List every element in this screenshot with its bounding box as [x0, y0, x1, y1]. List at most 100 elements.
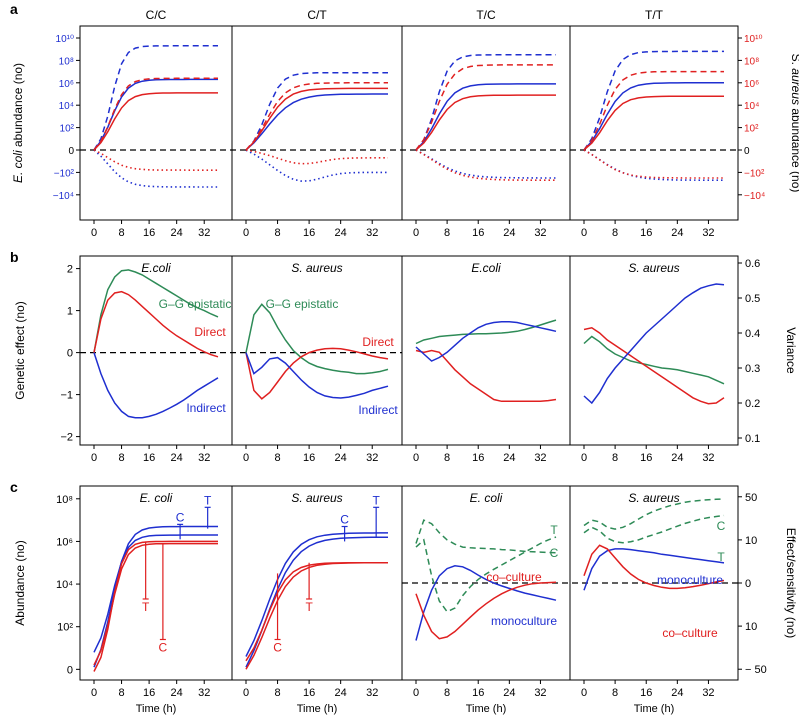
- x-tick-label: 16: [303, 687, 315, 699]
- series-line: [583, 70, 724, 151]
- y-tick-label-right: 10⁸: [744, 56, 759, 67]
- x-tick-label: 0: [243, 452, 249, 464]
- panel-letter-a: a: [10, 1, 18, 17]
- y-axis-label-left: E. coli abundance (no): [11, 63, 25, 183]
- facet-title: C/T: [307, 8, 327, 22]
- series-line: [415, 94, 556, 151]
- effect-line: [415, 565, 557, 641]
- x-tick-label: 24: [171, 687, 183, 699]
- x-tick-label: 24: [171, 227, 183, 239]
- facet-title: S. aureus: [628, 491, 679, 505]
- x-tick-label: 8: [118, 452, 124, 464]
- variance-line: [415, 349, 557, 403]
- y-tick-label-left: −10²: [54, 168, 75, 179]
- x-tick-label: 24: [335, 227, 347, 239]
- x-tick-label: 32: [534, 227, 546, 239]
- variance-line: [415, 319, 557, 345]
- abundance-line: [93, 542, 218, 666]
- series-line: [93, 77, 218, 151]
- x-tick-label: 16: [640, 227, 652, 239]
- annotation-monoculture: monoculture: [657, 573, 723, 587]
- annotation-indirect: Indirect: [186, 401, 226, 415]
- y-tick-label-right: 0: [744, 146, 750, 157]
- facet-title: S. aureus: [291, 491, 342, 505]
- x-tick-label: 0: [243, 687, 249, 699]
- x-tick-label: 8: [444, 687, 450, 699]
- x-tick-label: 16: [640, 687, 652, 699]
- x-tick-label: 32: [702, 687, 714, 699]
- annotation-monoculture: monoculture: [491, 614, 557, 628]
- x-tick-label: 32: [366, 452, 378, 464]
- panel-letter-c: c: [10, 479, 18, 495]
- annotation-gg-epistatic: G–G epistatic: [266, 297, 339, 311]
- effect-line: [245, 352, 389, 399]
- x-tick-label: 32: [366, 687, 378, 699]
- y-tick-label-right: 0.3: [745, 363, 760, 375]
- panel-c: c E. coli S. aureus E. coli S. aureus 10⁸ 10⁶ 1…: [10, 479, 798, 715]
- variance-line: [415, 321, 557, 362]
- x-tick-label: 24: [171, 452, 183, 464]
- effect-line: [93, 352, 219, 419]
- facet-title: E.coli: [471, 261, 501, 275]
- x-tick-label: 32: [534, 452, 546, 464]
- abundance-line: [93, 534, 218, 653]
- abundance-line: [245, 536, 389, 668]
- x-tick-label: 24: [503, 687, 515, 699]
- y-tick-label-right: 50: [745, 492, 757, 504]
- effect-line: [583, 544, 725, 590]
- x-tick-label: 8: [444, 452, 450, 464]
- y-axis-label-right: S. aureus abundance (no): [789, 54, 799, 193]
- y-tick-label-right: 10⁴: [744, 101, 759, 112]
- y-tick-label-right: 0.5: [745, 293, 760, 305]
- x-tick-label: 16: [303, 227, 315, 239]
- annotation-co-culture: co–culture: [486, 570, 542, 584]
- series-line: [583, 50, 724, 151]
- y-tick-label-right: 0.1: [745, 433, 760, 445]
- x-tick-label: 8: [118, 687, 124, 699]
- y-tick-label-right: − 50: [745, 664, 767, 676]
- y-tick-label-left: 10¹⁰: [56, 34, 74, 45]
- series-line: [245, 71, 388, 151]
- x-tick-label: 0: [581, 687, 587, 699]
- x-tick-label: 0: [91, 227, 97, 239]
- x-tick-label: 16: [143, 452, 155, 464]
- y-tick-label-right: 10⁶: [744, 79, 759, 90]
- series-line: [245, 93, 388, 151]
- x-tick-label: 32: [198, 687, 210, 699]
- x-tick-label: 0: [413, 687, 419, 699]
- variance-line: [583, 283, 725, 405]
- facet-title: T/T: [645, 8, 664, 22]
- x-axis-label: Time (h): [136, 703, 177, 715]
- x-tick-label: 24: [503, 452, 515, 464]
- x-tick-label: 32: [534, 687, 546, 699]
- effect-line: [583, 514, 725, 544]
- x-tick-label: 24: [671, 687, 683, 699]
- annotation-direct: Direct: [194, 325, 226, 339]
- y-tick-label-right: 0.2: [745, 398, 760, 410]
- x-tick-label: 8: [274, 227, 280, 239]
- series-line: [93, 45, 218, 151]
- y-tick-label-left: 0: [67, 348, 73, 360]
- x-tick-label: 24: [671, 227, 683, 239]
- x-tick-label: 24: [335, 452, 347, 464]
- y-tick-label-right: 0.6: [745, 258, 760, 270]
- marker-label: C: [273, 640, 282, 654]
- annotation-gg-epistatic: G–G epistatic: [159, 297, 232, 311]
- series-line: [415, 83, 556, 151]
- effect-line: [415, 536, 557, 613]
- x-tick-label: 32: [702, 227, 714, 239]
- variance-line: [583, 335, 725, 385]
- annotation-indirect: Indirect: [358, 403, 398, 417]
- x-tick-label: 0: [581, 227, 587, 239]
- effect-line: [583, 548, 725, 591]
- series-line: [415, 54, 556, 151]
- panel-a: a C/C C/T T/C T/T 10¹⁰ 10⁸ 10⁶ 10⁴ 10² 0 −10² −10⁴ 10…: [10, 1, 799, 239]
- x-tick-label: 8: [274, 452, 280, 464]
- series-line: [415, 149, 556, 181]
- x-tick-label: 16: [143, 687, 155, 699]
- y-tick-label-left: 10²: [57, 622, 73, 634]
- facet-title: S. aureus: [291, 261, 342, 275]
- y-tick-label-right: −10⁴: [744, 191, 765, 202]
- y-tick-label-left: −1: [60, 390, 73, 402]
- x-tick-label: 8: [612, 687, 618, 699]
